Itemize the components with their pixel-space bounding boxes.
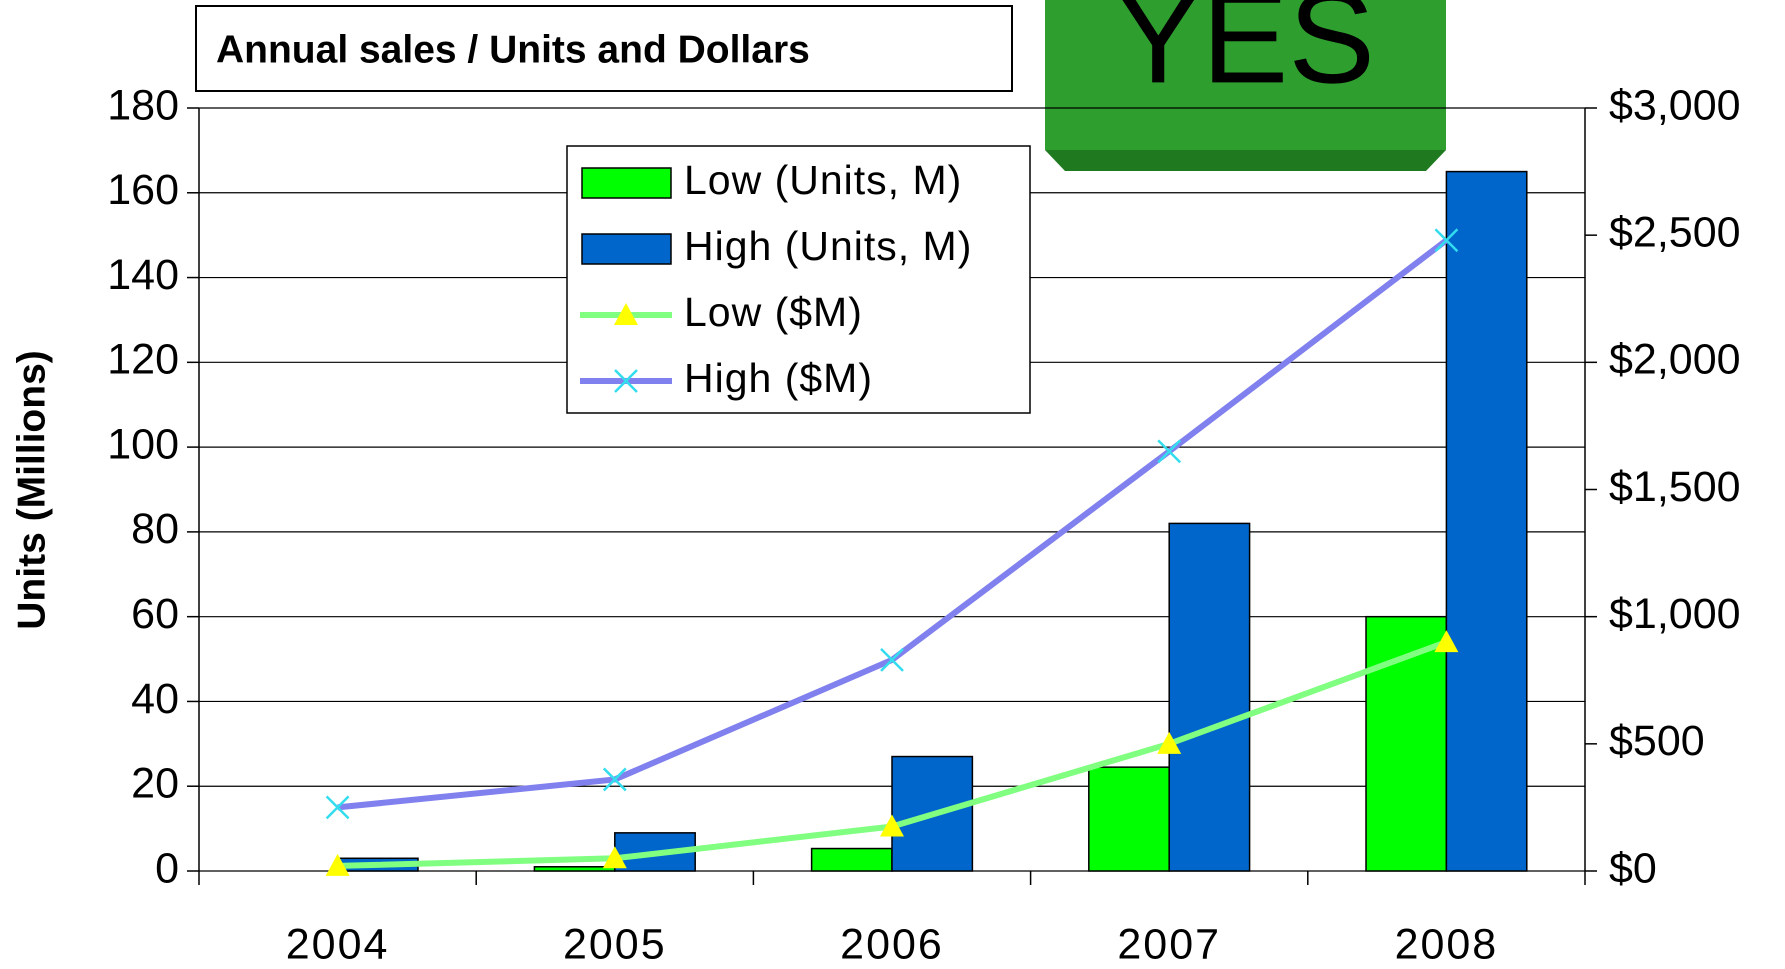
- legend-label: Low (Units, M): [684, 157, 962, 203]
- y2-tick-label: $3,000: [1609, 81, 1741, 129]
- marker: [1157, 439, 1182, 464]
- chart-title: Annual sales / Units and Dollars: [216, 28, 810, 71]
- y2-tick-label: $0: [1609, 844, 1657, 892]
- marker: [602, 767, 627, 792]
- legend-swatch: [581, 233, 672, 265]
- y-tick-label: 100: [107, 420, 179, 468]
- x-tick-label: 2007: [1117, 920, 1221, 968]
- bar: [533, 866, 616, 872]
- legend-label: High (Units, M): [684, 223, 972, 269]
- title-box: [195, 5, 1013, 92]
- x-tick-label: 2005: [563, 920, 667, 968]
- bar: [1168, 522, 1251, 872]
- y-tick-label: 60: [131, 590, 179, 638]
- legend: Low (Units, M) High (Units, M) Low ($M) Hig…: [566, 145, 1031, 414]
- y-tick-label: 20: [131, 760, 179, 808]
- y-tick-label: 180: [107, 81, 179, 129]
- badge-text: YES: [1115, 0, 1375, 110]
- marker: [602, 846, 627, 869]
- bar: [1445, 170, 1528, 872]
- bar: [810, 847, 893, 872]
- y2-tick-label: $2,000: [1609, 336, 1741, 384]
- badge-face: [1045, 0, 1446, 150]
- x-tick-label: 2004: [286, 920, 390, 968]
- marker: [880, 814, 904, 837]
- badge: YES: [1045, 0, 1446, 171]
- marker: [1434, 630, 1459, 653]
- y2-tick-label: $1,000: [1609, 590, 1741, 638]
- marker: [880, 648, 904, 672]
- y-tick-label: 80: [131, 505, 179, 553]
- marker: [614, 369, 638, 393]
- marker: [325, 795, 350, 820]
- x-tick-label: 2006: [840, 920, 944, 968]
- y2-tick-label: $1,500: [1609, 463, 1741, 511]
- y-tick-label: 140: [107, 251, 179, 299]
- bar: [1088, 766, 1170, 872]
- marker: [1434, 228, 1459, 253]
- y-tick-label: 120: [107, 336, 179, 384]
- y2-tick-label: $2,500: [1609, 209, 1741, 257]
- y2-tick-label: $500: [1609, 717, 1705, 765]
- y-tick-label: 40: [131, 675, 179, 723]
- marker: [614, 303, 638, 325]
- y-tick-label: 160: [107, 166, 179, 214]
- legend-label: Low ($M): [684, 289, 863, 335]
- legend-swatch: [581, 167, 672, 199]
- marker: [325, 853, 350, 876]
- x-tick-label: 2008: [1395, 920, 1499, 968]
- y-tick-label: 0: [155, 844, 179, 892]
- marker: [1157, 731, 1182, 754]
- legend-label: High ($M): [684, 355, 873, 401]
- y-axis-label: Units (Millions): [10, 350, 53, 629]
